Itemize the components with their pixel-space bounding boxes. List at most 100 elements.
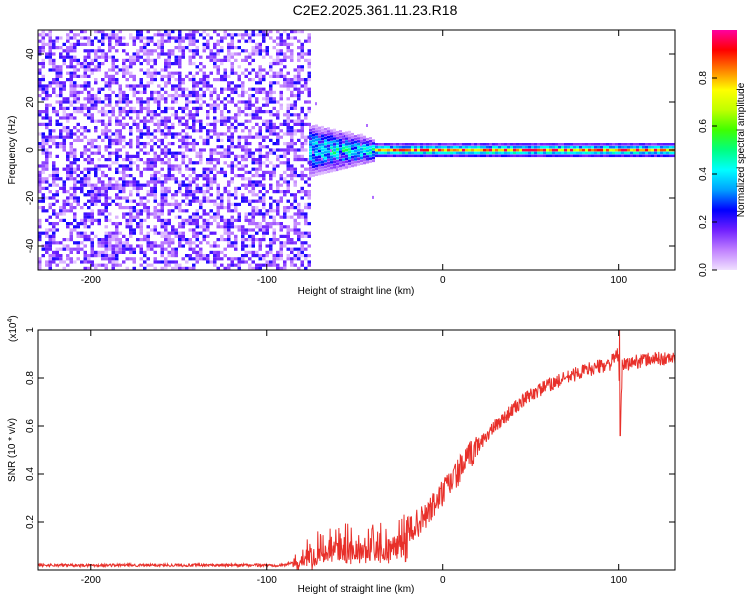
heatmap-cell — [132, 231, 136, 235]
heatmap-cell — [387, 145, 390, 149]
heatmap-cell — [115, 180, 119, 184]
heatmap-cell — [241, 193, 245, 197]
heatmap-cell — [293, 122, 297, 126]
heatmap-cell — [45, 55, 49, 59]
heatmap-cell — [272, 71, 276, 75]
heatmap-cell — [342, 138, 345, 141]
heatmap-cell — [279, 68, 283, 72]
heatmap-cell — [248, 250, 252, 254]
heatmap-cell — [66, 238, 70, 242]
heatmap-cell — [330, 149, 332, 152]
heatmap-cell — [108, 212, 112, 216]
heatmap-cell — [286, 71, 290, 75]
heatmap-cell — [48, 238, 52, 242]
heatmap-cell — [293, 68, 297, 72]
heatmap-cell — [122, 167, 126, 171]
heatmap-cell — [351, 161, 354, 165]
heatmap-cell — [276, 113, 280, 117]
heatmap-cell — [414, 148, 417, 152]
heatmap-cell — [262, 161, 266, 165]
heatmap-cell — [41, 167, 45, 171]
heatmap-cell — [192, 94, 196, 98]
heatmap-cell — [160, 193, 164, 197]
heatmap-cell — [213, 52, 217, 56]
heatmap-cell — [227, 244, 231, 248]
heatmap-cell — [202, 30, 206, 34]
colorbar: 0.00.20.40.60.8 Normalized spectral ampl… — [698, 30, 747, 277]
heatmap-cell — [244, 228, 248, 232]
heatmap-cell — [115, 71, 119, 75]
heatmap-cell — [178, 46, 182, 50]
heatmap-cell — [570, 145, 573, 149]
heatmap-cell — [104, 36, 108, 40]
heatmap-cell — [255, 174, 259, 178]
heatmap-cell — [293, 154, 297, 158]
heatmap-cell — [244, 260, 248, 264]
heatmap-cell — [269, 100, 273, 104]
heatmap-cell — [73, 84, 77, 88]
heatmap-cell — [307, 260, 311, 264]
heatmap-cell — [297, 212, 301, 216]
heatmap-cell — [272, 238, 276, 242]
heatmap-cell — [429, 145, 432, 149]
heatmap-cell — [237, 78, 241, 82]
heatmap-cell — [122, 122, 126, 126]
heatmap-cell — [315, 167, 318, 171]
heatmap-cell — [118, 36, 122, 40]
heatmap-cell — [90, 49, 94, 53]
heatmap-cell — [444, 148, 447, 152]
heatmap-cell — [52, 110, 56, 114]
heatmap-cell — [336, 148, 339, 151]
heatmap-cell — [474, 148, 477, 152]
heatmap-cell — [286, 174, 290, 178]
heatmap-cell — [153, 49, 157, 53]
heatmap-cell — [279, 97, 283, 101]
heatmap-cell — [579, 154, 582, 158]
heatmap-cell — [76, 158, 80, 162]
heatmap-cell — [293, 196, 297, 200]
heatmap-cell — [564, 143, 567, 146]
heatmap-cell — [318, 149, 321, 153]
heatmap-cell — [300, 215, 304, 219]
heatmap-cell — [333, 157, 336, 161]
heatmap-cell — [62, 202, 66, 206]
heatmap-cell — [300, 190, 304, 194]
heatmap-cell — [304, 100, 308, 104]
heatmap-cell — [663, 151, 666, 155]
heatmap-cell — [104, 55, 108, 59]
heatmap-cell — [199, 225, 203, 229]
heatmap-cell — [108, 116, 112, 120]
heatmap-cell — [290, 148, 294, 152]
heatmap-cell — [157, 42, 161, 46]
heatmap-cell — [209, 193, 213, 197]
heatmap-cell — [129, 250, 133, 254]
heatmap-cell — [132, 55, 136, 59]
heatmap-cell — [185, 238, 189, 242]
heatmap-cell — [181, 49, 185, 53]
heatmap-cell — [564, 145, 567, 149]
heatmap-cell — [286, 119, 290, 123]
heatmap-cell — [255, 90, 259, 94]
heatmap-cell — [38, 33, 42, 37]
heatmap-cell — [279, 148, 283, 152]
heatmap-cell — [209, 250, 213, 254]
heatmap-cell — [315, 124, 318, 128]
heatmap-cell — [111, 78, 115, 82]
heatmap-cell — [41, 74, 45, 78]
heatmap-cell — [41, 132, 45, 136]
heatmap-cell — [213, 158, 217, 162]
heatmap-cell — [192, 247, 196, 251]
heatmap-cell — [87, 42, 91, 46]
heatmap-cell — [195, 199, 199, 203]
heatmap-cell — [167, 161, 171, 165]
heatmap-cell — [468, 148, 471, 152]
x-tick-label: -200 — [81, 275, 101, 286]
heatmap-cell — [366, 124, 368, 127]
heatmap-cell — [327, 156, 330, 159]
heatmap-cell — [202, 170, 206, 174]
heatmap-cell — [345, 143, 348, 146]
heatmap-cell — [286, 55, 290, 59]
heatmap-cell — [164, 186, 168, 190]
heatmap-cell — [251, 228, 255, 232]
heatmap-cell — [220, 263, 224, 267]
